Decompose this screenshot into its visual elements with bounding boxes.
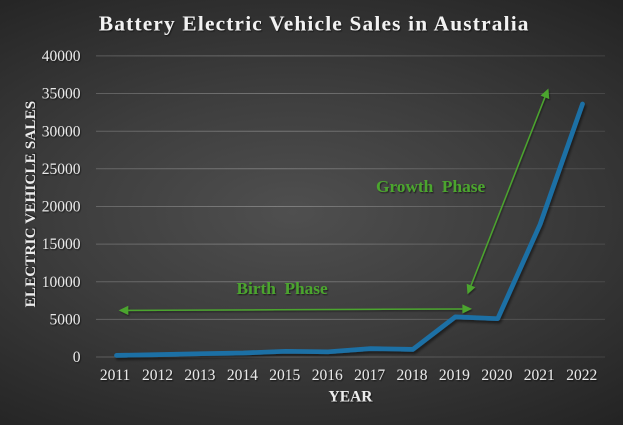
svg-text:2015: 2015 (269, 367, 300, 384)
svg-text:10000: 10000 (42, 274, 81, 291)
svg-text:15000: 15000 (42, 236, 81, 253)
svg-text:25000: 25000 (42, 161, 81, 178)
svg-text:2014: 2014 (227, 367, 258, 384)
svg-text:2020: 2020 (481, 367, 512, 384)
svg-text:Battery Electric Vehicle Sales: Battery Electric Vehicle Sales in Austra… (99, 12, 530, 36)
svg-text:35000: 35000 (42, 86, 81, 103)
svg-text:2018: 2018 (397, 367, 428, 384)
svg-text:YEAR: YEAR (329, 389, 374, 406)
svg-text:2021: 2021 (524, 367, 555, 384)
svg-text:ELECTRIC VEHICLE SALES: ELECTRIC VEHICLE SALES (23, 101, 39, 308)
svg-text:2022: 2022 (566, 367, 597, 384)
svg-text:0: 0 (73, 349, 81, 366)
svg-text:40000: 40000 (42, 48, 81, 65)
svg-text:30000: 30000 (42, 123, 81, 140)
svg-text:2011: 2011 (100, 367, 130, 384)
svg-text:Birth Phase: Birth Phase (237, 279, 329, 298)
svg-text:5000: 5000 (50, 312, 81, 329)
svg-text:2016: 2016 (312, 367, 343, 384)
svg-text:2012: 2012 (142, 367, 173, 384)
svg-text:20000: 20000 (42, 199, 81, 216)
svg-text:2013: 2013 (184, 367, 215, 384)
svg-text:2019: 2019 (439, 367, 470, 384)
svg-text:Growth Phase: Growth Phase (376, 177, 485, 196)
svg-text:2017: 2017 (354, 367, 385, 384)
